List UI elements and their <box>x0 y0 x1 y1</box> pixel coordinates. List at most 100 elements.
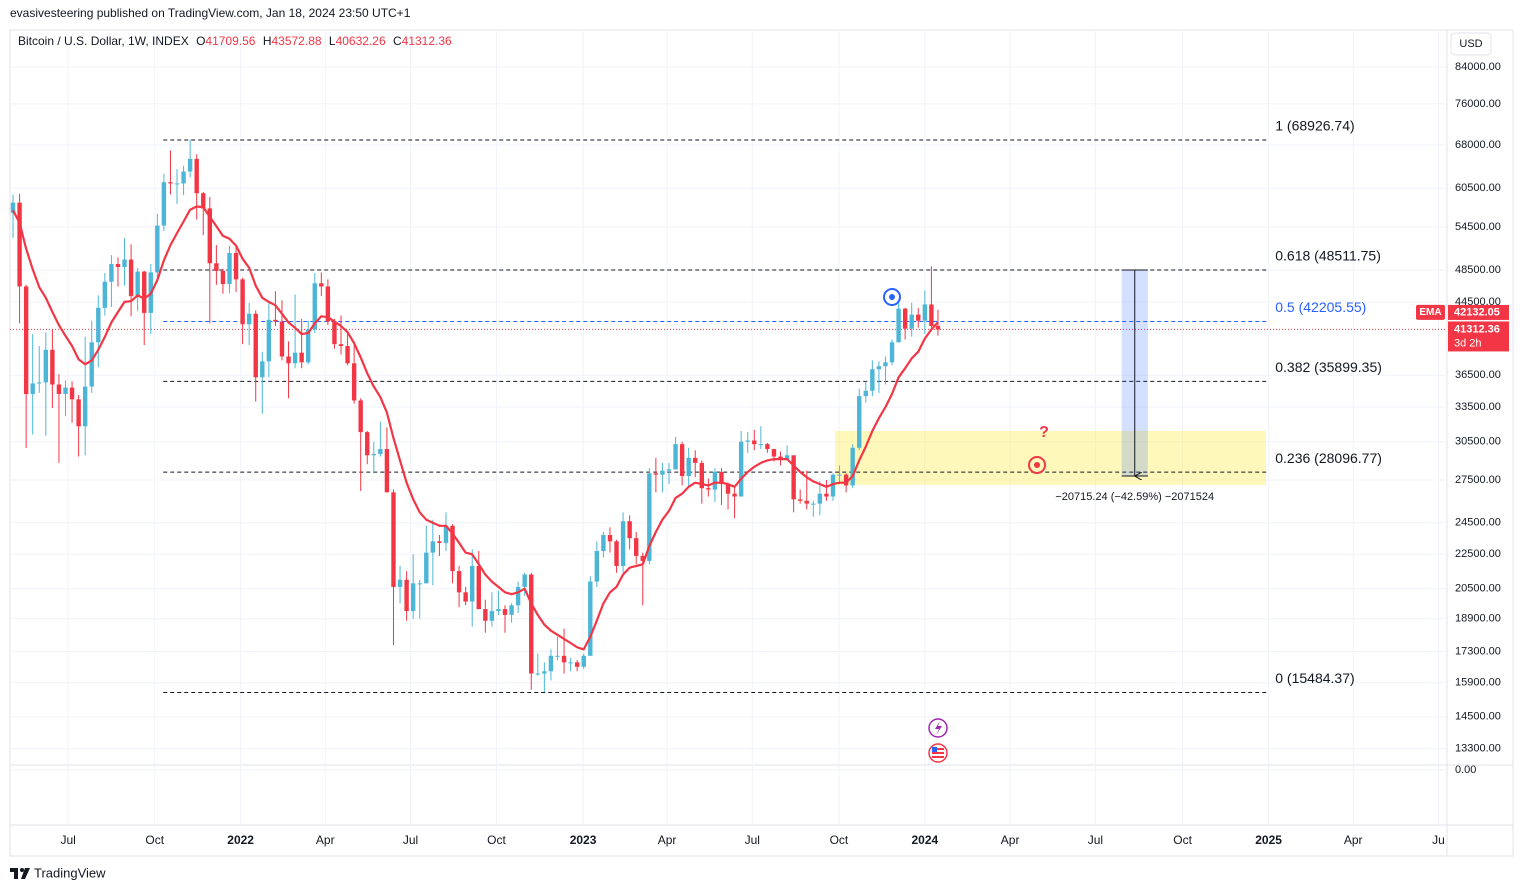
candle-body <box>279 321 285 357</box>
candle-body <box>456 571 462 593</box>
candle-body <box>542 671 547 674</box>
y-tick-label: 15900.00 <box>1455 677 1501 689</box>
candle-body <box>509 605 514 615</box>
event-icon[interactable] <box>928 718 948 738</box>
candle-body <box>207 208 213 264</box>
candle-body <box>266 319 272 362</box>
candle-body <box>338 344 344 347</box>
candle-body <box>666 469 672 471</box>
candle-body <box>201 193 206 209</box>
candle-body <box>568 662 573 664</box>
currency-button[interactable] <box>1450 32 1492 56</box>
candle-body <box>109 264 114 282</box>
fib-level-label: 0.5 (42205.55) <box>1275 299 1366 315</box>
candle-body <box>30 383 35 394</box>
candle-body <box>299 352 304 363</box>
candle-body <box>292 352 298 364</box>
candle-body <box>470 565 475 602</box>
candle-body <box>155 225 160 273</box>
candle-body <box>686 457 691 477</box>
annotation: ? <box>1039 424 1049 441</box>
candle-body <box>758 444 764 446</box>
candle-body <box>135 271 140 297</box>
candle-body <box>712 472 718 490</box>
candle-body <box>306 329 311 363</box>
x-tick-label: 2022 <box>227 833 254 847</box>
candle-body <box>312 283 317 330</box>
y-tick-label: 48500.00 <box>1455 264 1501 276</box>
fib-level-label: 0.618 (48511.75) <box>1275 248 1381 264</box>
x-tick-label: Jul <box>745 833 760 847</box>
candle-body <box>909 314 914 329</box>
candle-body <box>476 565 481 610</box>
candle-body <box>502 609 508 615</box>
chart-frame <box>9 29 1514 857</box>
candle-body <box>23 286 29 394</box>
candle-body <box>634 538 639 556</box>
plot-area <box>10 139 1447 694</box>
last-price-box <box>1448 321 1509 352</box>
candle-body <box>548 655 554 672</box>
candle-body <box>365 432 370 456</box>
candle-body <box>128 259 134 297</box>
candle-body <box>404 579 409 612</box>
x-tick-label: Jul <box>1088 833 1103 847</box>
candle-body <box>653 473 659 475</box>
candle-body <box>863 390 868 397</box>
candle-body <box>319 283 324 287</box>
ohlc-value: 40632.26 <box>336 34 386 48</box>
candle-body <box>719 472 724 485</box>
fib-level-label: 0 (15484.37) <box>1275 670 1354 686</box>
ohlc-value: 41312.36 <box>402 34 452 48</box>
candle-body <box>588 581 593 656</box>
target-icon <box>1028 456 1046 474</box>
candle-body <box>620 521 626 566</box>
candle-body <box>601 535 606 551</box>
y-tick-label: 36500.00 <box>1455 369 1501 381</box>
ohlc-label: O <box>196 34 205 48</box>
currency[interactable]: USD <box>1459 38 1482 50</box>
candle-body <box>82 386 88 427</box>
candle-body <box>430 541 436 553</box>
candle-body <box>371 454 377 456</box>
candle-body <box>240 279 245 325</box>
candle-body <box>246 313 252 325</box>
candle-body <box>220 270 226 285</box>
x-tick-label: Oct <box>145 833 164 847</box>
pane-tick-label: 0.00 <box>1455 764 1476 776</box>
candle-body <box>817 493 823 504</box>
candle-body <box>857 396 862 448</box>
candle-body <box>693 457 698 463</box>
candle-body <box>397 579 403 587</box>
candle-body <box>738 441 744 497</box>
candle-body <box>706 488 711 490</box>
ohlc-value: 41709.56 <box>205 34 255 48</box>
fib-level-label: 0.236 (28096.77) <box>1275 450 1382 466</box>
y-tick-label: 68000.00 <box>1455 139 1501 151</box>
economic-event-icon[interactable] <box>928 743 948 763</box>
candle-body <box>935 325 941 330</box>
ohlc-label: H <box>263 34 272 48</box>
candle-body <box>574 662 580 667</box>
candle-body <box>916 314 921 321</box>
candle-body <box>437 541 442 543</box>
candle-body <box>660 470 665 475</box>
x-tick-label: Oct <box>830 833 849 847</box>
candle-body <box>227 252 232 285</box>
footer-logo <box>10 868 30 879</box>
y-tick-label: 24500.00 <box>1455 517 1501 529</box>
candle-body <box>181 171 186 184</box>
ema-price: 42132.05 <box>1454 306 1500 318</box>
x-tick-label: Jul <box>60 833 75 847</box>
ema-tag-box <box>1416 304 1445 320</box>
candle-body <box>725 484 731 494</box>
y-tick-label: 60500.00 <box>1455 182 1501 194</box>
x-tick-label: Apr <box>1001 833 1020 847</box>
x-tick-label: Apr <box>658 833 677 847</box>
x-tick-label: Oct <box>1173 833 1192 847</box>
y-tick-label: 14500.00 <box>1455 711 1501 723</box>
candle-body <box>63 387 68 394</box>
target-zone <box>834 430 1266 485</box>
candle-body <box>358 400 363 433</box>
